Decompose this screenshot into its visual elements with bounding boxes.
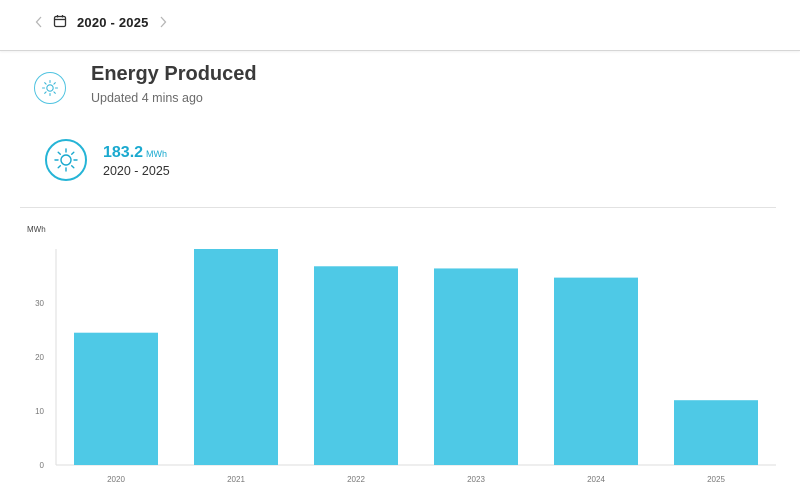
x-tick-label: 2022 [347, 475, 365, 484]
kpi-number: 183.2 [103, 144, 144, 161]
bar-2023 [434, 268, 518, 465]
date-range-label[interactable]: 2020 - 2025 [77, 15, 149, 30]
top-bar: 2020 - 2025 [0, 0, 800, 51]
chevron-left-icon[interactable] [31, 13, 47, 31]
kpi-range: 2020 - 2025 [103, 164, 170, 178]
updated-timestamp: Updated 4 mins ago [91, 91, 203, 105]
bar-2022 [314, 266, 398, 465]
page-title: Energy Produced [91, 63, 257, 85]
x-tick-label: 2021 [227, 475, 245, 484]
divider [20, 207, 776, 208]
y-tick-label: 20 [35, 353, 44, 362]
x-tick-label: 2023 [467, 475, 485, 484]
kpi-value: 183.2 MWh [103, 144, 167, 162]
sun-icon [45, 139, 87, 181]
calendar-icon[interactable] [53, 14, 67, 28]
y-tick-label: 30 [35, 299, 44, 308]
bar-2024 [554, 277, 638, 465]
bar-2025 [674, 400, 758, 465]
x-tick-label: 2020 [107, 475, 125, 484]
bar-2021 [194, 249, 278, 465]
y-tick-label: 0 [40, 461, 45, 470]
y-axis-unit-label: MWh [27, 225, 46, 234]
x-tick-label: 2024 [587, 475, 605, 484]
kpi-unit: MWh [146, 149, 168, 159]
x-tick-label: 2025 [707, 475, 725, 484]
chevron-right-icon[interactable] [155, 13, 171, 31]
bar-chart: MWh 0 10 20 30 2020 2021 2022 2023 2024 2025 [27, 225, 776, 484]
y-tick-label: 10 [35, 407, 44, 416]
sun-icon [34, 72, 66, 104]
bar-2020 [74, 332, 158, 465]
